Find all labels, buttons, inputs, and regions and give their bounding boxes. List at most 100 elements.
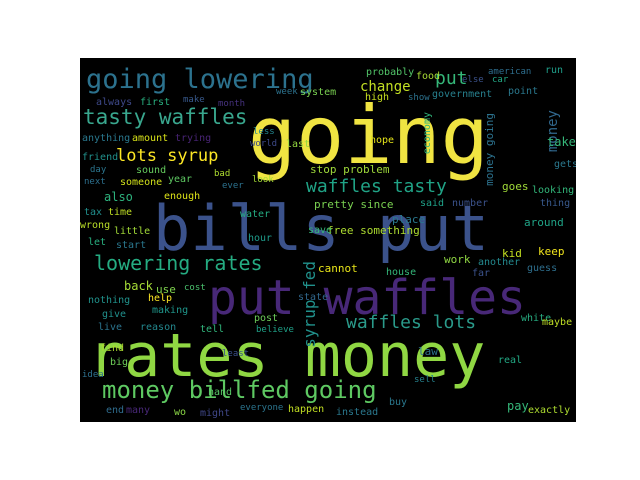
word-money-going: money going — [483, 113, 496, 186]
word-food: food — [416, 71, 441, 82]
word-bills-put: bills put — [153, 192, 489, 265]
word-bad: bad — [214, 169, 231, 179]
word-make: make — [183, 95, 205, 105]
word-many: many — [126, 405, 151, 416]
word-year: year — [168, 174, 193, 185]
word-anything: anything — [82, 133, 131, 144]
word-save: save — [308, 225, 333, 236]
word-maybe: maybe — [542, 317, 573, 328]
word-might: might — [200, 408, 231, 419]
word-big: big — [110, 357, 129, 368]
word-exactly: exactly — [528, 405, 571, 416]
word-back: back — [124, 279, 153, 293]
word-buy: buy — [389, 397, 408, 408]
word-end: end — [106, 405, 125, 416]
word-always: always — [96, 97, 133, 108]
word-number: number — [452, 198, 489, 209]
word-white: white — [521, 313, 552, 324]
word-probably: probably — [366, 67, 415, 78]
word-look: look — [252, 175, 274, 185]
word-free-something: free something — [327, 224, 420, 237]
word-ever: ever — [222, 181, 244, 191]
word-making: making — [152, 305, 189, 316]
word-car: car — [492, 75, 509, 85]
word-house: house — [386, 267, 417, 278]
word-syrup-fed: syrup fed — [300, 261, 319, 348]
word-rates-money: rates money — [88, 321, 486, 391]
word-work: work — [444, 253, 471, 266]
word-next: next — [84, 177, 106, 187]
word-world: world — [250, 139, 278, 149]
word-high: high — [365, 92, 390, 103]
word-keep: keep — [538, 245, 565, 258]
word-system: system — [300, 87, 337, 98]
word-goes: goes — [502, 180, 529, 193]
word-amount: amount — [132, 133, 169, 144]
word-put-waffles: put waffles — [208, 270, 526, 326]
word-idea: idea — [82, 370, 104, 380]
word-instead: instead — [336, 407, 379, 418]
word-sound: sound — [136, 165, 167, 176]
word-less: less — [253, 127, 275, 137]
word-government: government — [432, 89, 493, 100]
word-waffles-lots: waffles lots — [346, 312, 477, 333]
word-tell: tell — [200, 324, 225, 335]
word-wrong: wrong — [80, 220, 111, 231]
word-waffles-tasty: waffles tasty — [306, 176, 447, 197]
word-cost: cost — [184, 283, 206, 293]
word-pay: pay — [507, 399, 529, 413]
word-hope: hope — [370, 135, 395, 146]
word-pretty-since: pretty since — [314, 198, 394, 211]
word-let: let — [88, 237, 107, 248]
word-economy: economy — [422, 112, 433, 155]
word-lowering-rates: lowering rates — [94, 251, 263, 275]
word-far: far — [472, 268, 491, 279]
word-around: around — [524, 216, 564, 229]
word-month: month — [218, 99, 246, 109]
word-time: time — [108, 207, 133, 218]
word-least: least — [222, 349, 250, 359]
word-put: put — [435, 68, 468, 89]
word-looking: looking — [532, 185, 575, 196]
word-day: day — [90, 165, 107, 175]
word-take: take — [547, 135, 576, 149]
word-hour: hour — [248, 233, 273, 244]
word-change: change — [360, 79, 411, 95]
word-also: also — [104, 190, 133, 204]
word-cannot: cannot — [318, 262, 358, 275]
word-money-billfed-going: money billfed going — [102, 376, 377, 404]
word-reason: reason — [140, 322, 177, 333]
word-going: going — [248, 89, 489, 182]
word-going-lowering: going lowering — [86, 64, 314, 95]
word-tasty-waffles: tasty waffles — [83, 105, 248, 129]
word-little: little — [114, 226, 151, 237]
word-believe: believe — [256, 325, 294, 335]
word-live: live — [98, 322, 123, 333]
word-law: law — [418, 345, 438, 358]
word-help: help — [148, 293, 173, 304]
word-everyone: everyone — [240, 403, 284, 413]
word-last: last — [286, 139, 311, 150]
word-stop-problem: stop problem — [310, 163, 390, 176]
word-another: another — [478, 257, 521, 268]
word-first: first — [140, 97, 171, 108]
word-show: show — [408, 93, 430, 103]
word-start: start — [116, 240, 147, 251]
word-kid: kid — [502, 247, 522, 260]
word-give: give — [102, 309, 127, 320]
word-cloud: going bills put rates money put waffles … — [80, 58, 576, 422]
word-american: american — [488, 67, 532, 77]
word-thing: thing — [540, 198, 571, 209]
word-sell: sell — [414, 375, 436, 385]
word-guess: guess — [527, 263, 558, 274]
word-enough: enough — [164, 191, 201, 202]
word-week: week — [276, 87, 298, 97]
word-else: else — [462, 75, 484, 85]
word-state: state — [298, 292, 329, 303]
word-point: point — [508, 86, 539, 97]
word-use: use — [156, 283, 176, 296]
word-gets: gets — [554, 159, 576, 170]
word-someone: someone — [120, 177, 163, 188]
word-wo: wo — [174, 407, 187, 418]
word-place: place — [392, 213, 426, 226]
